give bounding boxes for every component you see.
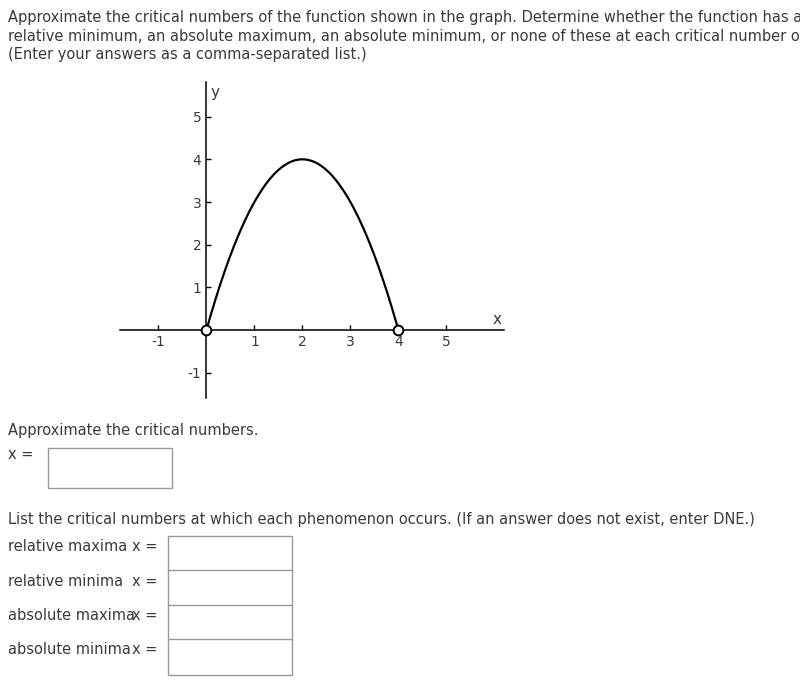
- Text: x =: x =: [132, 574, 158, 589]
- Text: x =: x =: [132, 608, 158, 623]
- FancyBboxPatch shape: [168, 536, 292, 572]
- Text: relative minima: relative minima: [8, 574, 123, 589]
- Text: y: y: [210, 85, 219, 100]
- Text: x =: x =: [132, 642, 158, 657]
- FancyBboxPatch shape: [168, 570, 292, 606]
- FancyBboxPatch shape: [48, 448, 172, 488]
- Text: absolute maxima: absolute maxima: [8, 608, 135, 623]
- Text: absolute minima: absolute minima: [8, 642, 131, 657]
- Text: x: x: [493, 312, 502, 327]
- Text: (Enter your answers as a comma-separated list.): (Enter your answers as a comma-separated…: [8, 47, 366, 63]
- Text: Approximate the critical numbers of the function shown in the graph. Determine w: Approximate the critical numbers of the …: [8, 10, 800, 25]
- FancyBboxPatch shape: [168, 605, 292, 640]
- Text: x =: x =: [132, 539, 158, 554]
- Text: relative minimum, an absolute maximum, an absolute minimum, or none of these at : relative minimum, an absolute maximum, a…: [8, 29, 800, 44]
- Text: x =: x =: [8, 447, 34, 462]
- FancyBboxPatch shape: [168, 639, 292, 675]
- Text: relative maxima: relative maxima: [8, 539, 127, 554]
- Text: Approximate the critical numbers.: Approximate the critical numbers.: [8, 423, 258, 438]
- Text: List the critical numbers at which each phenomenon occurs. (If an answer does no: List the critical numbers at which each …: [8, 512, 755, 527]
